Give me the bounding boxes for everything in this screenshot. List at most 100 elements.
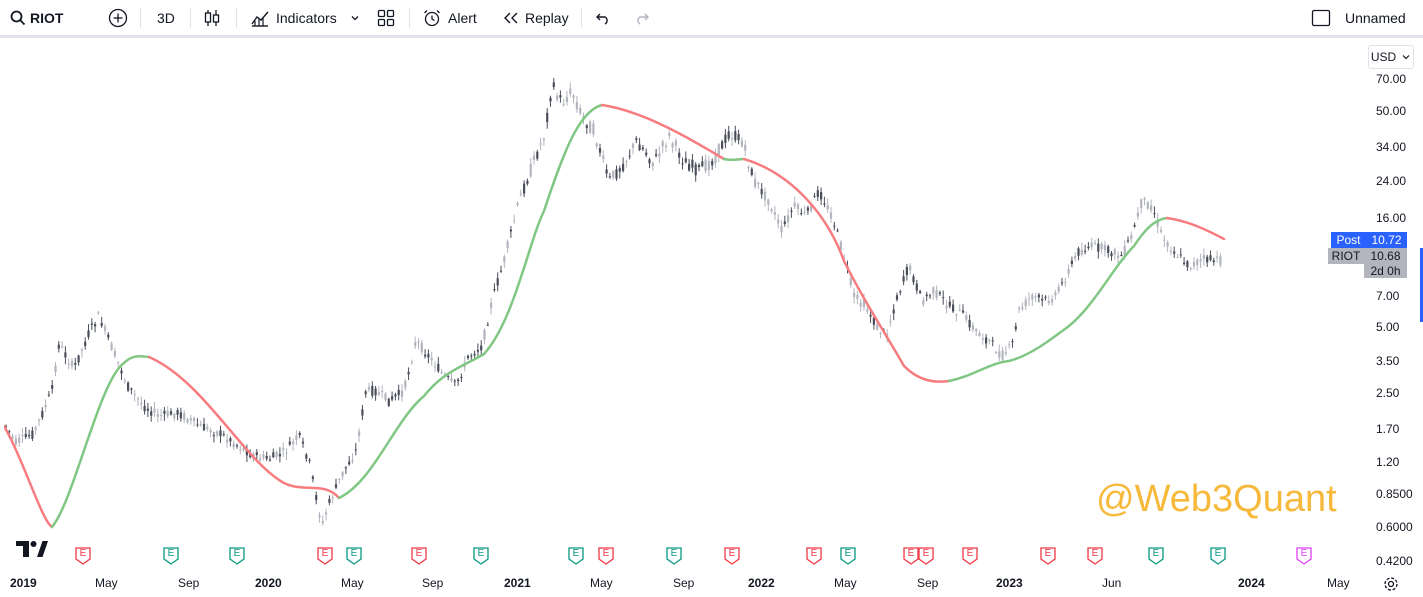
chart-type-button[interactable] (203, 0, 221, 35)
candle-body (1156, 219, 1159, 227)
price-chart[interactable]: 70.00 50.00 34.00 24.00 16.00 7.00 5.00 3.50 2.5… (4, 41, 1423, 596)
candle-body (37, 419, 41, 421)
candle-body (206, 426, 209, 430)
earnings-event-letter: E (1044, 548, 1052, 559)
candle-body (773, 212, 776, 215)
candle-body (1136, 212, 1139, 217)
symbol-search-button[interactable]: RIOT (10, 0, 63, 35)
candle-body (978, 333, 981, 336)
candle-body (282, 448, 285, 450)
candle-body (235, 445, 239, 447)
candle-body (1008, 344, 1011, 346)
currency-label: USD (1370, 50, 1397, 64)
undo-button[interactable] (595, 0, 611, 35)
tradingview-logo[interactable] (16, 541, 48, 562)
redo-button[interactable] (634, 0, 650, 35)
candle-body (598, 148, 602, 153)
earnings-event-marker[interactable]: E (806, 547, 822, 565)
earnings-event-marker[interactable]: E (1040, 547, 1056, 565)
candle-body (308, 459, 311, 461)
indicators-dropdown[interactable] (350, 0, 360, 35)
candle-body (1024, 299, 1027, 307)
candle-body (552, 82, 555, 87)
earnings-event-marker[interactable]: E (317, 547, 333, 565)
candle-body (14, 438, 17, 445)
time-scale-settings-button[interactable] (1383, 576, 1399, 597)
candle-body (952, 304, 955, 312)
candle-body (64, 352, 67, 358)
currency-dropdown[interactable]: USD (1368, 45, 1414, 69)
candle-body (1169, 250, 1172, 252)
layout-square-icon (1311, 9, 1331, 26)
candle-body (219, 430, 222, 437)
earnings-event-letter: E (572, 548, 580, 559)
moving-average-segment (742, 157, 951, 383)
candle-body (760, 189, 763, 195)
candle-body (77, 355, 80, 363)
layout-grid-button[interactable] (377, 0, 395, 35)
candle-body (1047, 301, 1050, 304)
candle-body (1044, 296, 1047, 298)
earnings-event-marker[interactable]: E (666, 547, 682, 565)
time-scale-label: May (1327, 576, 1350, 590)
earnings-event-marker[interactable]: E (229, 547, 245, 565)
candle-body (664, 145, 668, 147)
interval-3d-button[interactable]: 3D (157, 0, 175, 35)
candle-body (608, 176, 611, 178)
earnings-event-marker[interactable]: E (1087, 547, 1103, 565)
candle-body (490, 302, 493, 308)
candle-body (707, 161, 710, 170)
alert-button[interactable]: Alert (422, 0, 477, 35)
candle-body (556, 95, 559, 100)
candle-body (272, 452, 275, 458)
candle-body (981, 338, 984, 340)
candle-body (542, 138, 545, 141)
earnings-event-marker[interactable]: E (1296, 547, 1312, 565)
earnings-event-marker[interactable]: E (962, 547, 978, 565)
layout-save-button[interactable]: Unnamed (1311, 0, 1406, 35)
candle-body (414, 342, 417, 347)
candle-body (384, 393, 387, 400)
earnings-event-marker[interactable]: E (1148, 547, 1164, 565)
earnings-event-marker[interactable]: E (918, 547, 934, 565)
candle-body (242, 447, 245, 451)
candle-body (186, 419, 189, 423)
candle-body (750, 168, 753, 175)
candle-body (922, 300, 925, 305)
earnings-event-marker[interactable]: E (1210, 547, 1226, 565)
moving-average-segment (147, 355, 341, 500)
candle-body (806, 207, 809, 211)
candle-body (1031, 294, 1034, 300)
compare-add-button[interactable] (108, 0, 128, 35)
candle-body (47, 394, 50, 396)
candle-body (958, 309, 961, 311)
candle-body (163, 410, 166, 414)
candle-body (496, 278, 499, 286)
earnings-event-marker[interactable]: E (598, 547, 614, 565)
candle-body (879, 332, 882, 334)
candle-body (453, 380, 456, 382)
earnings-event-marker[interactable]: E (473, 547, 489, 565)
earnings-event-marker[interactable]: E (840, 547, 856, 565)
candle-body (1090, 242, 1093, 248)
candle-body (1034, 296, 1037, 298)
candle-body (100, 323, 103, 326)
earnings-event-marker[interactable]: E (346, 547, 362, 565)
earnings-event-marker[interactable]: E (903, 547, 919, 565)
candle-body (67, 363, 70, 365)
chart-pane[interactable]: 70.00 50.00 34.00 24.00 16.00 7.00 5.00 3.50 2.5… (4, 41, 1423, 590)
candle-body (938, 292, 941, 294)
earnings-event-marker[interactable]: E (724, 547, 740, 565)
time-scale-label: Sep (422, 576, 444, 590)
candle-body (341, 472, 344, 477)
replay-button[interactable]: Replay (502, 0, 569, 35)
earnings-event-marker[interactable]: E (568, 547, 584, 565)
earnings-event-marker[interactable]: E (163, 547, 179, 565)
candle-body (820, 192, 823, 200)
candle-body (803, 211, 806, 213)
earnings-event-marker[interactable]: E (411, 547, 427, 565)
candle-body (777, 219, 780, 224)
earnings-event-marker[interactable]: E (75, 547, 91, 565)
indicators-button[interactable]: Indicators (250, 0, 337, 35)
candle-body (1117, 255, 1120, 258)
